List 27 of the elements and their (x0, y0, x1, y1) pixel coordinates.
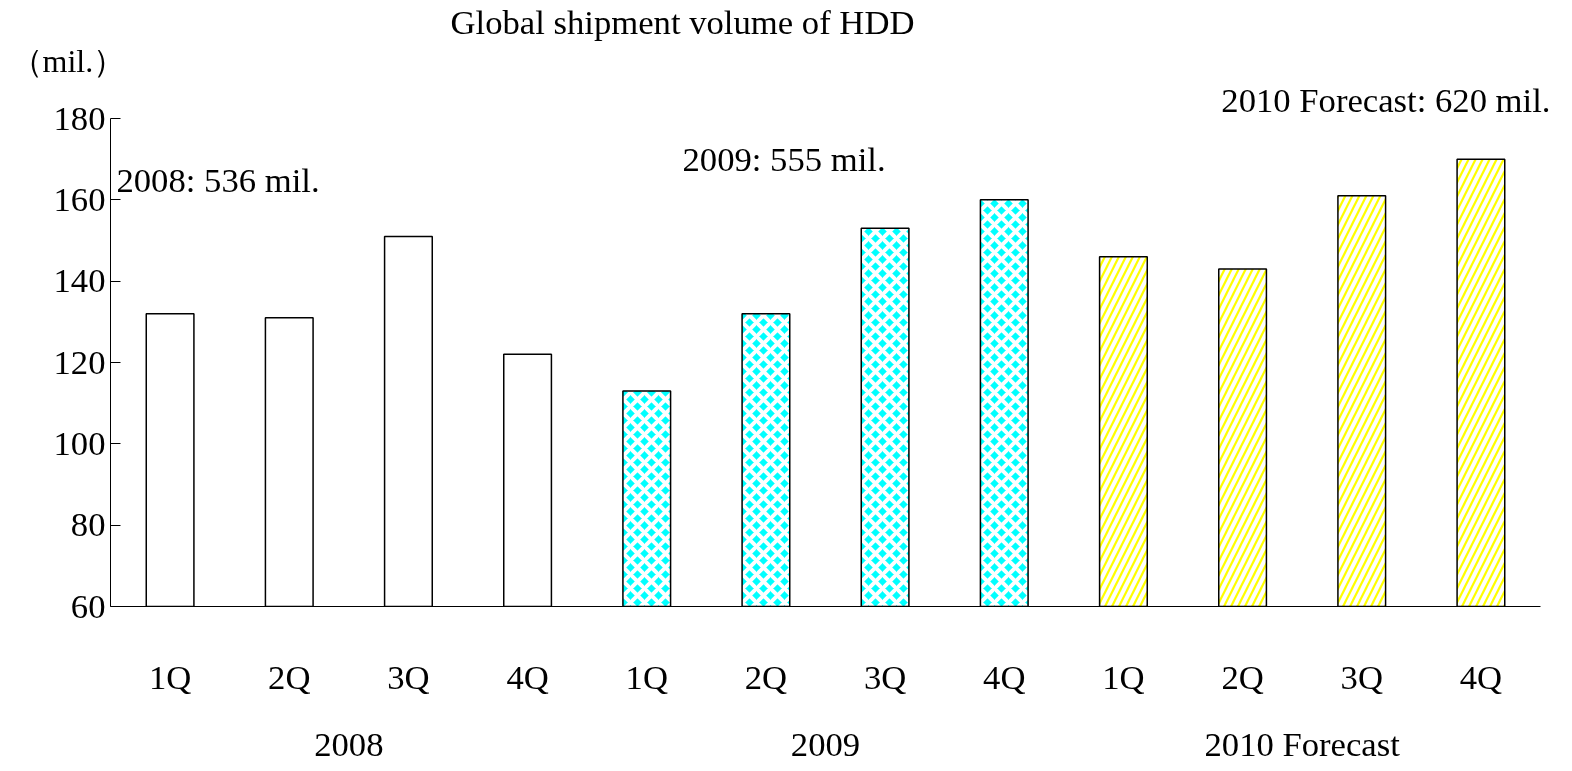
x-tick-label: 1Q (1102, 657, 1145, 696)
x-tick-label: 4Q (983, 657, 1026, 696)
x-tick-label: 1Q (148, 657, 192, 696)
text: 2008 (314, 724, 384, 763)
chart-title: Global shipment volume of HDD (450, 2, 915, 41)
x-tick-label: 3Q (863, 657, 907, 696)
x-tick-label: 2Q (1221, 657, 1264, 696)
y-tick-label: 160 (53, 179, 106, 218)
text: 2009 (790, 724, 861, 763)
annotation: 2009: 555 mil. (682, 140, 886, 179)
y-tick-label: 80 (70, 505, 106, 544)
annotation: 2010 Forecast: 620 mil. (1221, 80, 1551, 119)
x-tick-label: 4Q (506, 657, 549, 696)
x-tick-label: 2Q (268, 657, 311, 696)
y-tick-label: 100 (53, 423, 106, 462)
x-tick-label: 4Q (1459, 657, 1503, 696)
text: 2010 Forecast (1204, 724, 1401, 763)
x-tick-label: 2Q (744, 657, 788, 696)
x-tick-label: 3Q (1340, 657, 1383, 696)
y-tick-label: 120 (53, 342, 106, 381)
y-axis-title: （mil.） (10, 42, 126, 79)
y-tick-label: 140 (53, 261, 106, 300)
y-tick-label: 180 (53, 98, 106, 137)
x-tick-label: 1Q (625, 657, 668, 696)
y-tick-label: 60 (70, 586, 106, 625)
annotation: 2008: 536 mil. (116, 160, 320, 199)
x-tick-label: 3Q (387, 657, 430, 696)
